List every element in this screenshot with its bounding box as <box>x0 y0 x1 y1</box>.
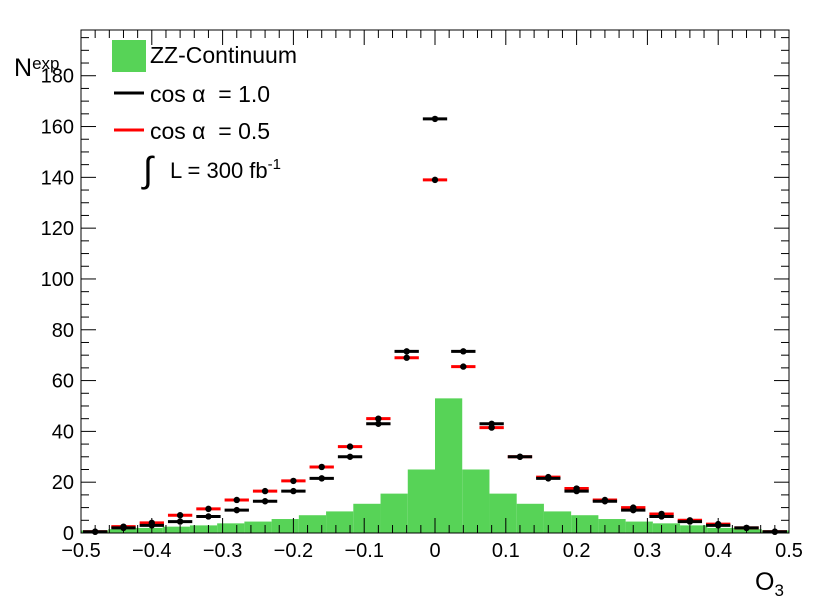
marker-point-cos-05 <box>233 496 240 504</box>
zz-continuum-bar <box>407 469 435 533</box>
zz-continuum-bar <box>244 521 272 533</box>
marker-point-cos-1 <box>630 506 637 514</box>
marker-point-cos-1 <box>233 506 240 514</box>
zz-continuum-bar <box>326 511 354 533</box>
marker-point-cos-1 <box>516 453 524 460</box>
x-axis-title: O3 <box>755 568 784 600</box>
marker-point-cos-1 <box>346 453 354 460</box>
zz-continuum-bar <box>652 523 681 533</box>
marker-point-cos-05 <box>403 354 410 361</box>
y-tick-label: 160 <box>41 117 74 139</box>
marker-point-cos-1 <box>403 348 410 355</box>
marker-point-cos-05 <box>176 512 184 519</box>
axes: −0.5 −0.4 −0.3 −0.2 −0.1 0 0.1 0.2 0.3 0.4 0.5 0 20 4… <box>41 30 803 562</box>
x-tick-label: −0.3 <box>203 540 242 562</box>
y-tick-label: 140 <box>41 167 74 189</box>
y-tick-label: 0 <box>63 523 74 545</box>
zz-continuum-bar <box>707 527 735 533</box>
zz-continuum-bar <box>108 529 136 533</box>
y-axis-title: Nexp <box>14 54 59 82</box>
marker-point-cos-1 <box>375 420 382 427</box>
marker-point-cos-1 <box>261 498 269 505</box>
zz-continuum-bar <box>298 515 327 533</box>
marker-point-cos-1 <box>488 420 495 427</box>
y-tick-label: 40 <box>52 421 74 443</box>
legend: ZZ-Continuum cos α = 1.0 cos α = 0.5 ∫ L… <box>112 40 297 190</box>
zz-continuum-bar <box>734 529 762 533</box>
x-tick-label: 0.3 <box>633 540 661 562</box>
marker-point-cos-1 <box>290 487 297 495</box>
x-tick-label: 0.2 <box>563 540 591 562</box>
marker-point-cos-1 <box>176 518 184 525</box>
legend-swatch-zz-continuum <box>112 40 146 72</box>
legend-label-cos-05: cos α = 0.5 <box>150 118 270 144</box>
x-tick-label: −0.4 <box>132 540 171 562</box>
legend-label-cos-1: cos α = 1.0 <box>150 81 270 107</box>
zz-continuum-bar <box>162 526 190 533</box>
y-tick-label: 80 <box>52 320 74 342</box>
marker-point-cos-1 <box>658 513 665 520</box>
marker-point-cos-1 <box>545 475 552 482</box>
y-tick-label: 100 <box>41 269 74 291</box>
marker-point-cos-1 <box>686 518 694 525</box>
zz-continuum-bar <box>189 525 218 533</box>
zz-continuum-bar <box>516 503 544 533</box>
marker-point-cos-05 <box>346 443 354 450</box>
marker-point-cos-1 <box>601 498 609 505</box>
zz-continuum-bar <box>571 515 599 533</box>
integral-symbol: ∫ <box>141 149 155 190</box>
zz-continuum-bar <box>135 527 163 533</box>
y-tick-label: 120 <box>41 218 74 240</box>
zz-continuum-bar <box>598 519 626 533</box>
marker-point-cos-1 <box>431 115 439 123</box>
legend-label-zz-continuum: ZZ-Continuum <box>150 42 297 68</box>
x-tick-label: −0.1 <box>344 540 383 562</box>
marker-point-cos-05 <box>205 505 212 513</box>
zz-continuum-bar <box>489 493 517 533</box>
zz-continuum-bar <box>217 523 245 533</box>
marker-point-cos-1 <box>460 348 467 355</box>
x-tick-label: 0.1 <box>492 540 520 562</box>
y-tick-label: 60 <box>52 371 74 393</box>
zz-continuum-bar <box>271 519 299 533</box>
zz-continuum-histogram <box>81 398 789 533</box>
marker-point-cos-05 <box>431 176 439 184</box>
marker-point-cos-1 <box>205 513 212 520</box>
zz-continuum-bar <box>680 525 708 533</box>
marker-point-cos-1 <box>573 487 580 495</box>
marker-point-cos-1 <box>318 475 325 482</box>
x-tick-label: 0 <box>429 540 440 562</box>
y-tick-label: 20 <box>52 472 74 494</box>
zz-continuum-bar <box>435 398 463 533</box>
x-tick-label: 0.4 <box>704 540 732 562</box>
marker-point-cos-05 <box>318 463 325 471</box>
luminosity-label: L = 300 fb-1 <box>170 156 281 183</box>
zz-continuum-bar <box>380 493 408 533</box>
marker-point-cos-05 <box>460 363 467 370</box>
marker-point-cos-05 <box>261 487 269 495</box>
zz-continuum-bar <box>353 503 381 533</box>
x-tick-label: 0.5 <box>775 540 803 562</box>
zz-continuum-bar <box>625 521 653 533</box>
y-tick-label: 180 <box>41 66 74 88</box>
marker-point-cos-05 <box>290 477 297 485</box>
x-tick-label: −0.2 <box>274 540 313 562</box>
zz-continuum-bar <box>462 469 490 533</box>
x-tick-label: −0.5 <box>61 540 100 562</box>
zz-continuum-bar <box>543 511 572 533</box>
marker-point-cos-05 <box>375 415 382 422</box>
